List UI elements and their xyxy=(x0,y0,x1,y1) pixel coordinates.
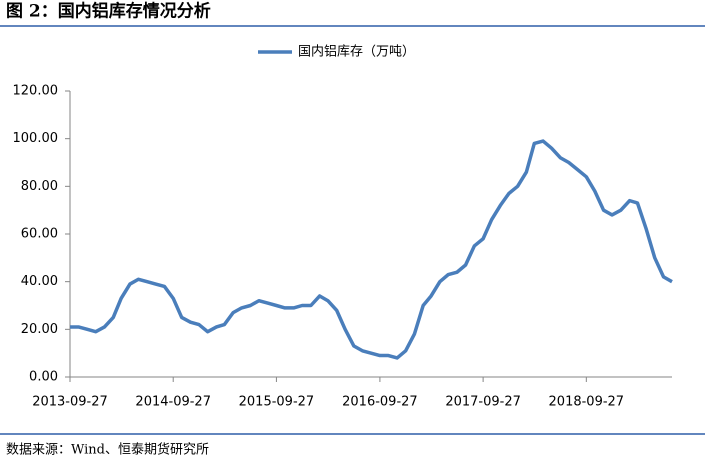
y-tick-label: 120.00 xyxy=(13,84,59,99)
x-tick-label: 2017-09-27 xyxy=(445,395,521,410)
y-tick-label: 80.00 xyxy=(21,179,58,194)
figure-caption: 图 2：国内铝库存情况分析 xyxy=(6,1,211,22)
data-line xyxy=(70,139,673,360)
y-tick-label: 60.00 xyxy=(21,227,58,242)
x-tick-label: 2018-09-27 xyxy=(549,395,625,410)
y-tick-label: 100.00 xyxy=(13,131,59,146)
y-tick-label: 0.00 xyxy=(29,370,58,385)
x-tick-label: 2014-09-27 xyxy=(135,395,211,410)
x-tick-label: 2013-09-27 xyxy=(32,395,108,410)
y-tick-label: 40.00 xyxy=(21,274,58,289)
x-tick-label: 2016-09-27 xyxy=(342,395,418,410)
legend-label: 国内铝库存（万吨） xyxy=(298,44,415,60)
x-tick-label: 2015-09-27 xyxy=(239,395,315,410)
y-tick-label: 20.00 xyxy=(21,322,58,337)
source-note: 数据来源：Wind、恒泰期货研究所 xyxy=(6,442,209,458)
